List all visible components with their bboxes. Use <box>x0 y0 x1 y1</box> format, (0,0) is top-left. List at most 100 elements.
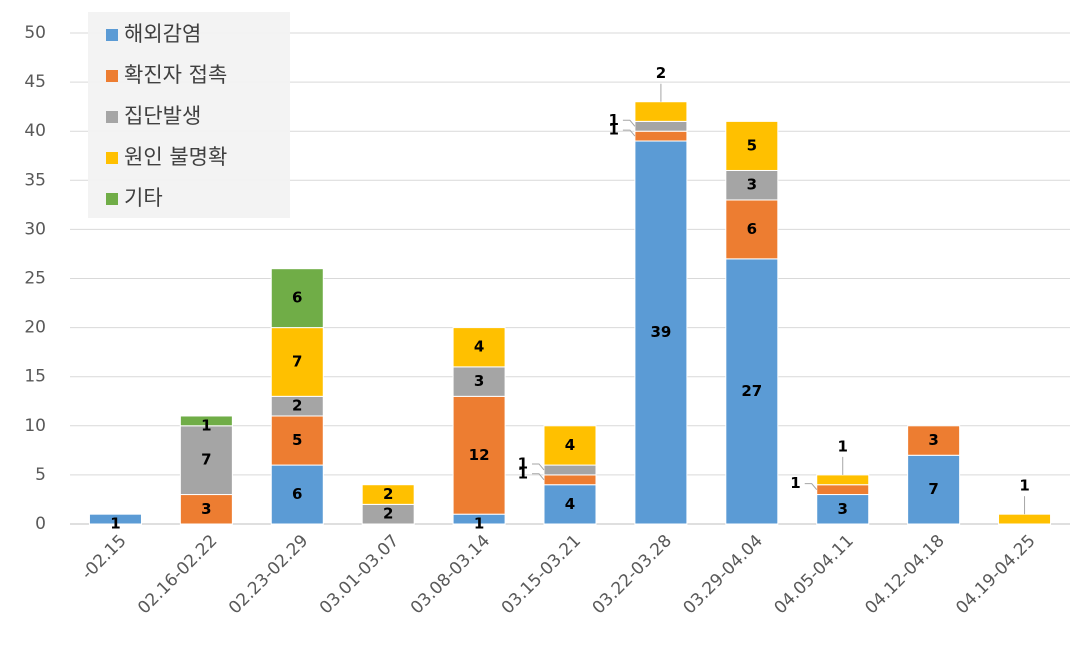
bar-segment <box>725 258 779 525</box>
bar-segment <box>543 474 597 486</box>
data-label: 1 <box>474 515 484 533</box>
bar-segment <box>998 513 1052 525</box>
bar-segment <box>816 484 870 496</box>
bar-segment <box>543 484 597 525</box>
bar-segment <box>179 415 233 427</box>
data-label: 6 <box>747 220 757 238</box>
x-tick-label: 04.05-04.11 <box>770 531 857 618</box>
bar-segment <box>816 474 870 486</box>
x-tick-label: 03.08-03.14 <box>407 531 494 618</box>
bar-segment <box>543 425 597 466</box>
data-label: 4 <box>474 338 484 356</box>
data-label: 3 <box>474 372 484 390</box>
data-label: 1 <box>838 437 848 455</box>
x-tick-label: 03.01-03.07 <box>316 531 403 618</box>
legend-marker <box>106 29 118 41</box>
y-tick-label: 10 <box>24 416 46 436</box>
bar-segment <box>725 169 779 201</box>
data-label: 1 <box>110 515 120 533</box>
y-tick-label: 35 <box>24 170 46 190</box>
data-label: 5 <box>292 431 302 449</box>
bar-segment <box>452 327 506 368</box>
legend-marker <box>106 193 118 205</box>
x-tick-label: 02.16-02.22 <box>134 531 221 618</box>
x-tick-label: 04.19-04.25 <box>952 531 1039 618</box>
bar-segment <box>634 130 688 142</box>
x-tick-label: 04.12-04.18 <box>861 531 948 618</box>
data-label: 7 <box>292 352 302 370</box>
legend-marker <box>106 111 118 123</box>
data-label: 3 <box>928 431 938 449</box>
legend-label: 원인 불명확 <box>124 145 227 169</box>
data-label: 1 <box>608 121 618 139</box>
data-label: 2 <box>656 64 666 82</box>
bar-segment <box>361 484 415 505</box>
data-label: 4 <box>565 436 575 454</box>
legend-marker <box>106 70 118 82</box>
y-tick-label: 50 <box>24 23 46 43</box>
data-label: 6 <box>292 485 302 503</box>
data-label: 1 <box>1019 477 1029 495</box>
data-label: 1 <box>608 111 618 129</box>
x-tick-label: -02.15 <box>78 531 131 584</box>
bar-segment <box>634 101 688 122</box>
data-label: 7 <box>928 480 938 498</box>
bar-segment <box>907 454 961 525</box>
bar-segment <box>270 268 324 329</box>
data-label: 7 <box>201 451 211 469</box>
y-tick-label: 20 <box>24 318 46 338</box>
bar-segment <box>88 513 142 525</box>
x-tick-label: 03.29-04.04 <box>680 531 767 618</box>
legend-marker <box>106 152 118 164</box>
bar-segment <box>270 327 324 397</box>
y-tick-label: 15 <box>24 367 46 387</box>
data-label: 3 <box>201 500 211 518</box>
legend-box <box>88 12 290 218</box>
x-tick-label: 02.23-02.29 <box>225 531 312 618</box>
data-label: 6 <box>292 289 302 307</box>
leader-line <box>532 463 545 471</box>
bar-segment <box>725 120 779 171</box>
legend-label: 기타 <box>124 186 163 210</box>
data-label: 1 <box>790 474 800 492</box>
y-tick-label: 25 <box>24 269 46 289</box>
leader-line <box>622 129 636 137</box>
data-label: 27 <box>741 382 762 400</box>
bar-segment <box>725 199 779 260</box>
data-label: 1 <box>518 464 528 482</box>
legend-label: 집단발생 <box>124 104 201 128</box>
y-tick-label: 45 <box>24 72 46 92</box>
bar-segment <box>270 415 324 466</box>
data-label: 2 <box>383 485 393 503</box>
data-label: 5 <box>747 136 757 154</box>
data-label: 1 <box>518 454 528 472</box>
bar-segment <box>270 464 324 525</box>
y-tick-label: 5 <box>35 465 46 485</box>
legend-label: 확진자 접촉 <box>124 63 227 87</box>
data-label: 2 <box>383 505 393 523</box>
x-tick-label: 03.22-03.28 <box>589 531 676 618</box>
data-label: 3 <box>838 500 848 518</box>
data-label: 12 <box>469 446 490 464</box>
bar-segment <box>452 395 506 515</box>
data-label: 3 <box>747 176 757 194</box>
y-tick-label: 0 <box>35 514 46 534</box>
bar-segment <box>543 464 597 476</box>
bar-segment <box>634 120 688 132</box>
data-label: 39 <box>650 323 671 341</box>
data-label: 1 <box>201 416 211 434</box>
legend-label: 해외감염 <box>124 22 201 46</box>
y-tick-label: 30 <box>24 219 46 239</box>
data-label: 4 <box>565 495 575 513</box>
x-tick-label: 03.15-03.21 <box>498 531 585 618</box>
leader-line <box>804 483 818 490</box>
leader-line <box>532 473 545 481</box>
data-label: 2 <box>292 397 302 415</box>
leader-line <box>622 119 636 127</box>
bar-segment <box>907 425 961 456</box>
bar-segment <box>634 140 688 525</box>
y-tick-label: 40 <box>24 121 46 141</box>
